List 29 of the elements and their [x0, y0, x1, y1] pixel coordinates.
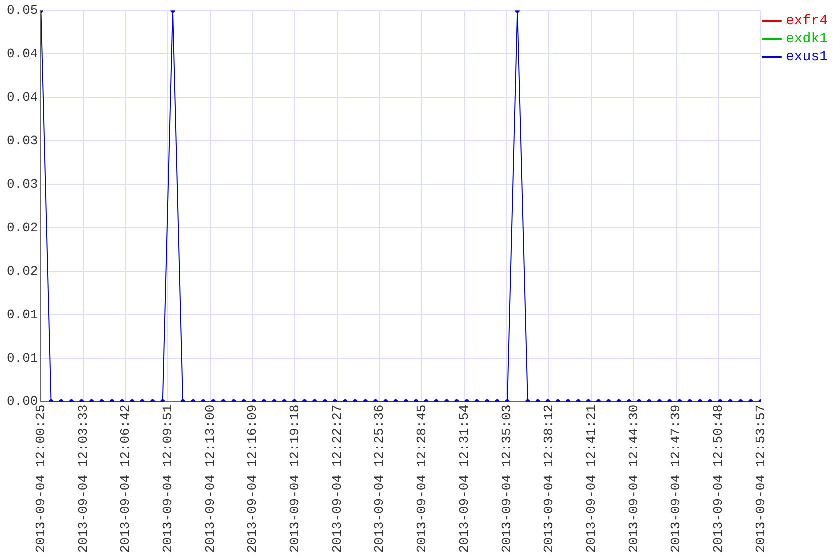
x-tick-label: 2013-09-04 12:06:42 [118, 404, 134, 554]
y-tick-label: 0.02 [6, 264, 38, 279]
legend-label: exfr4 [786, 14, 828, 30]
y-tick-label: 0.01 [6, 307, 38, 322]
y-tick-label: 0.03 [6, 177, 38, 192]
x-tick-label: 2013-09-04 12:41:21 [584, 404, 600, 554]
x-tick-label: 2013-09-04 12:53:57 [753, 404, 768, 554]
y-tick-label: 0.01 [6, 350, 38, 366]
x-tick-label: 2013-09-04 12:44:30 [626, 404, 642, 554]
y-tick-label: 0.04 [6, 90, 38, 106]
legend-label: exdk1 [786, 32, 828, 48]
x-tick-label: 2013-09-04 12:28:45 [414, 404, 430, 554]
x-tick-label: 2013-09-04 12:19:18 [288, 404, 303, 554]
x-tick-label: 2013-09-04 12:13:00 [202, 404, 218, 554]
x-tick-label: 2013-09-04 12:35:03 [499, 404, 514, 554]
legend-label: exus1 [786, 50, 828, 66]
y-tick-label: 0.04 [6, 46, 38, 62]
x-tick-label: 2013-09-04 12:16:09 [245, 404, 260, 554]
x-tick-label: 2013-09-04 12:31:54 [456, 404, 472, 554]
x-tick-label: 2013-09-04 12:50:48 [711, 404, 726, 554]
y-tick-label: 0.05 [6, 3, 38, 18]
x-tick-label: 2013-09-04 12:22:27 [330, 404, 345, 554]
x-tick-label: 2013-09-04 12:47:39 [668, 404, 684, 554]
x-tick-label: 2013-09-04 12:38:12 [542, 404, 557, 554]
x-tick-label: 2013-09-04 12:03:33 [76, 404, 91, 554]
x-tick-label: 2013-09-04 12:25:36 [372, 404, 388, 554]
y-tick-label: 0.02 [6, 220, 38, 236]
y-tick-label: 0.03 [6, 134, 38, 149]
x-tick-label: 2013-09-04 12:09:51 [160, 404, 176, 554]
